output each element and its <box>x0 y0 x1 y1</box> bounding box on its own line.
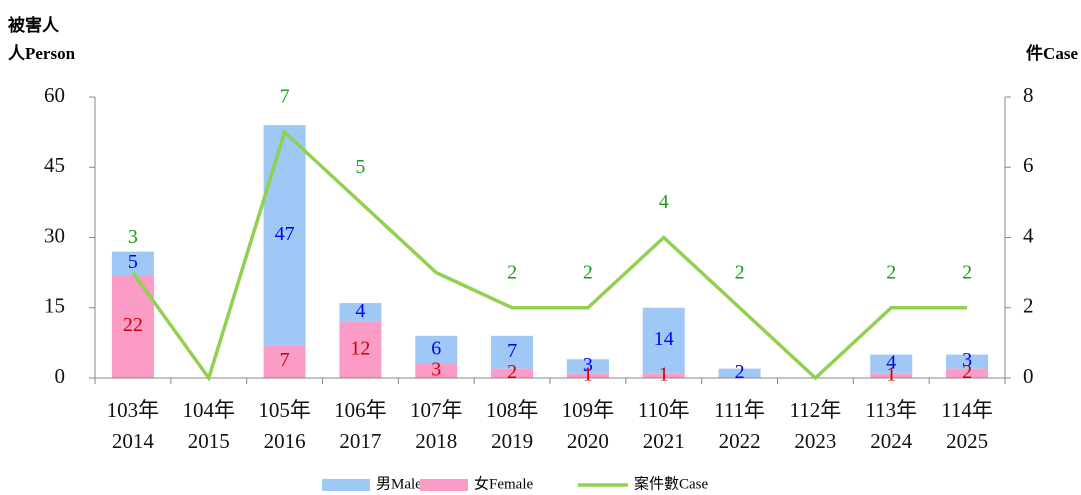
x-tick-label: 103年 <box>107 398 160 422</box>
data-label: 2 <box>962 261 972 283</box>
data-label: 4 <box>886 352 896 374</box>
bar-segment <box>566 373 609 378</box>
data-label: 5 <box>128 251 138 273</box>
x-tick-label: 2017 <box>339 429 381 453</box>
bar-segment <box>642 373 685 378</box>
bar-segment <box>642 307 685 374</box>
data-label: 3 <box>583 354 593 376</box>
data-label: 7 <box>280 86 290 108</box>
y-axis-label: 人Person <box>8 44 76 63</box>
data-label: 4 <box>659 191 669 213</box>
data-label: 3 <box>431 359 441 381</box>
data-label: 2 <box>886 261 896 283</box>
legend-swatch <box>420 479 468 491</box>
bar-segment <box>111 251 154 275</box>
x-tick-label: 112年 <box>790 398 842 422</box>
y2-tick-label: 0 <box>1023 364 1034 388</box>
x-tick-label: 2020 <box>567 429 609 453</box>
x-tick-label: 111年 <box>714 398 765 422</box>
y-tick-label: 15 <box>44 294 65 318</box>
y2-tick-label: 2 <box>1023 294 1034 318</box>
data-label: 2 <box>735 361 745 383</box>
legend-label: 案件數Case <box>634 474 709 492</box>
x-tick-label: 2021 <box>643 429 685 453</box>
x-tick-label: 108年 <box>486 398 539 422</box>
y2-tick-label: 4 <box>1023 223 1034 247</box>
legend-swatch <box>322 479 370 491</box>
data-label: 47 <box>275 223 295 245</box>
data-label: 7 <box>280 349 290 371</box>
x-tick-label: 113年 <box>865 398 917 422</box>
data-label: 6 <box>431 337 441 359</box>
data-label: 14 <box>654 328 674 350</box>
bar-segment <box>946 368 989 378</box>
x-tick-label: 109年 <box>562 398 615 422</box>
x-tick-label: 2014 <box>112 429 155 453</box>
bar-segment <box>339 303 382 322</box>
x-tick-label: 104年 <box>183 398 236 422</box>
y-tick-label: 60 <box>44 83 65 107</box>
x-tick-label: 2022 <box>719 429 761 453</box>
x-tick-label: 2024 <box>870 429 913 453</box>
data-label: 2 <box>583 261 593 283</box>
bar-segment <box>870 373 913 378</box>
data-label: 1 <box>886 363 896 385</box>
x-tick-label: 2019 <box>491 429 533 453</box>
data-label: 22 <box>123 314 143 336</box>
x-tick-label: 114年 <box>941 398 993 422</box>
data-label: 3 <box>128 226 138 248</box>
x-tick-label: 106年 <box>334 398 387 422</box>
legend-label: 女Female <box>474 474 533 492</box>
data-label: 12 <box>350 337 370 359</box>
data-label: 3 <box>962 349 972 371</box>
x-tick-label: 2023 <box>794 429 836 453</box>
data-label: 1 <box>659 363 669 385</box>
data-label: 2 <box>962 361 972 383</box>
x-tick-label: 2016 <box>264 429 306 453</box>
data-label: 4 <box>355 300 365 322</box>
bar-segment <box>946 354 989 369</box>
data-label: 7 <box>507 340 517 362</box>
y-tick-label: 30 <box>44 223 65 247</box>
bar-segment <box>415 363 458 378</box>
bar-segment <box>491 335 534 369</box>
y-axis-label: 被害人 <box>8 15 60 35</box>
bar-segment <box>491 368 534 378</box>
y2-axis-label: 件Case <box>1026 43 1078 63</box>
data-label: 5 <box>355 156 365 178</box>
legend-label: 男Male <box>376 476 422 492</box>
bar-segment <box>339 321 382 378</box>
data-label: 1 <box>583 363 593 385</box>
x-tick-label: 107年 <box>410 398 463 422</box>
data-label: 2 <box>507 261 517 283</box>
x-tick-label: 2018 <box>415 429 457 453</box>
y2-tick-label: 6 <box>1023 153 1034 177</box>
bar-segment <box>263 125 306 346</box>
bar-segment <box>263 345 306 378</box>
y2-tick-label: 8 <box>1023 83 1034 107</box>
bar-segment <box>870 354 913 374</box>
data-label: 2 <box>507 361 517 383</box>
line <box>131 128 968 382</box>
data-label: 2 <box>735 261 745 283</box>
y-tick-label: 0 <box>55 364 66 388</box>
x-tick-label: 105年 <box>258 398 311 422</box>
x-tick-label: 110年 <box>638 398 690 422</box>
x-tick-label: 2015 <box>188 429 230 453</box>
y-tick-label: 45 <box>44 153 65 177</box>
bar-segment <box>566 359 609 374</box>
bar-segment <box>718 368 761 378</box>
bar-segment <box>415 335 458 364</box>
x-tick-label: 2025 <box>946 429 988 453</box>
